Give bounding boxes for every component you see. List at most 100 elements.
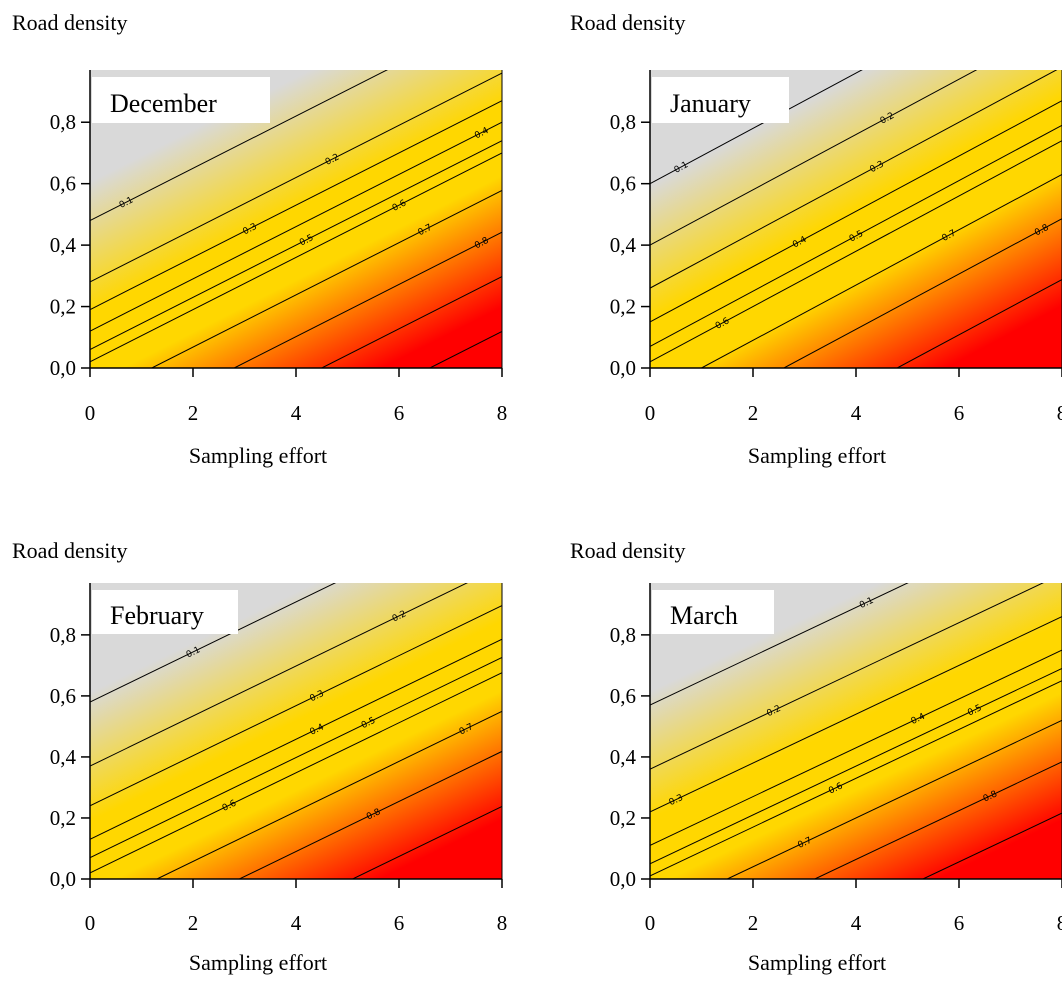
axes: 0 2 4 6 8 0,0 0,2 0,4 0,6 0,8 <box>50 583 508 935</box>
axes: 0 2 4 6 8 0,0 0,2 0,4 0,6 0,8 <box>610 583 1062 935</box>
contour-line <box>352 805 502 879</box>
contour-line <box>650 140 1062 363</box>
contour-line <box>321 276 502 368</box>
contour-line <box>239 750 502 879</box>
month-label: December <box>110 89 217 118</box>
contour-line <box>650 70 1058 289</box>
y-axis-label: Road density <box>12 538 128 563</box>
x-tick-label: 0 <box>85 401 96 425</box>
x-tick-label: 0 <box>645 911 656 935</box>
y-tick-label: 0,2 <box>50 806 76 830</box>
x-tick-label: 0 <box>85 911 96 935</box>
x-tick-label: 6 <box>394 911 405 935</box>
contour-line <box>650 667 1062 865</box>
contour-line <box>90 638 502 840</box>
month-label-box <box>92 77 270 123</box>
plot-area: 0.10.20.30.40.50.60.70.8 <box>90 70 502 368</box>
contour-line <box>90 605 502 807</box>
contour-line <box>701 174 1062 368</box>
x-axis-label: Sampling effort <box>748 950 886 975</box>
y-tick-label: 0,4 <box>50 233 77 257</box>
contour-line <box>90 583 337 703</box>
panel-march: Road density 0.10.20.30.40.50.60.70.8 0 2… <box>570 538 1062 975</box>
contour-line <box>156 710 502 879</box>
y-axis-label: Road density <box>570 538 686 563</box>
month-label-box <box>652 77 789 123</box>
contour-line <box>233 231 502 368</box>
panel-january: Road density 0.10.20.30.4 0.50.60.7 0.8 0 2… <box>570 10 1062 468</box>
contour-line <box>151 189 502 368</box>
y-tick-label: 0,6 <box>50 172 76 196</box>
axes: 0 2 4 6 8 0,0 0,2 0,4 0,6 0,8 <box>50 70 508 425</box>
x-tick-label: 8 <box>1057 401 1062 425</box>
contour-line <box>90 140 502 351</box>
contour-line <box>90 583 468 767</box>
contour-line <box>90 100 502 311</box>
y-tick-label: 0,4 <box>50 745 77 769</box>
contour-line <box>90 657 502 859</box>
panel-february: Road density 0.10.20.30.4 0.50.60.70.8 0 2… <box>12 538 508 975</box>
contour-line <box>650 583 1044 770</box>
y-axis-label: Road density <box>12 10 128 35</box>
y-tick-label: 0,4 <box>610 233 637 257</box>
contour-line <box>650 583 909 706</box>
y-tick-label: 0,8 <box>50 623 76 647</box>
contour-line <box>650 100 1062 323</box>
panel-december: Road density 0.10.20.30.40.50.60.70.8 0 2… <box>12 10 507 468</box>
x-tick-label: 2 <box>748 911 759 935</box>
y-tick-label: 0,4 <box>610 745 637 769</box>
x-tick-label: 2 <box>188 911 199 935</box>
x-tick-label: 8 <box>497 911 508 935</box>
contour-line <box>650 124 1062 347</box>
x-tick-label: 6 <box>954 911 965 935</box>
y-tick-label: 0,0 <box>610 356 636 380</box>
y-tick-label: 0,8 <box>50 110 76 134</box>
y-tick-label: 0,0 <box>610 867 636 891</box>
y-tick-label: 0,2 <box>610 806 636 830</box>
y-tick-label: 0,6 <box>50 684 76 708</box>
y-tick-label: 0,2 <box>50 295 76 319</box>
y-tick-label: 0,8 <box>610 110 636 134</box>
heatmap-layer: 0.10.20.30.40.50.60.70.8 <box>650 583 1062 879</box>
x-tick-label: 6 <box>394 401 405 425</box>
plot-area: 0.10.20.30.40.50.60.70.8 <box>650 583 1062 879</box>
x-tick-label: 2 <box>188 401 199 425</box>
y-tick-label: 0,0 <box>50 867 76 891</box>
month-label: March <box>670 601 738 630</box>
axes: 0 2 4 6 8 0,0 0,2 0,4 0,6 0,8 <box>610 70 1062 425</box>
contour-line <box>650 70 978 246</box>
contour-line <box>90 72 502 283</box>
month-label: February <box>110 601 204 630</box>
contour-line <box>814 761 1062 879</box>
x-tick-label: 8 <box>497 401 508 425</box>
y-tick-label: 0,6 <box>610 172 636 196</box>
y-tick-label: 0,0 <box>50 356 76 380</box>
contour-line <box>429 330 502 368</box>
contour-line <box>650 70 863 185</box>
y-tick-label: 0,2 <box>610 295 636 319</box>
y-tick-label: 0,8 <box>610 623 636 647</box>
month-label-box <box>652 590 774 634</box>
x-tick-label: 2 <box>748 401 759 425</box>
x-tick-label: 4 <box>851 401 862 425</box>
x-tick-label: 4 <box>291 911 302 935</box>
month-label-box <box>92 590 238 634</box>
contour-line <box>650 680 1062 877</box>
heatmap-layer: 0.10.20.30.40.50.60.70.8 <box>90 70 502 368</box>
y-tick-label: 0,6 <box>610 684 636 708</box>
contour-line <box>90 672 502 874</box>
x-tick-label: 0 <box>645 401 656 425</box>
contour-line <box>896 279 1062 368</box>
contour-line <box>922 812 1062 879</box>
contour-line <box>650 649 1062 846</box>
x-tick-label: 6 <box>954 401 965 425</box>
contour-line <box>90 121 502 332</box>
contour-line <box>783 218 1062 368</box>
x-axis-label: Sampling effort <box>189 443 327 468</box>
contour-line <box>650 616 1062 813</box>
x-axis-label: Sampling effort <box>189 950 327 975</box>
